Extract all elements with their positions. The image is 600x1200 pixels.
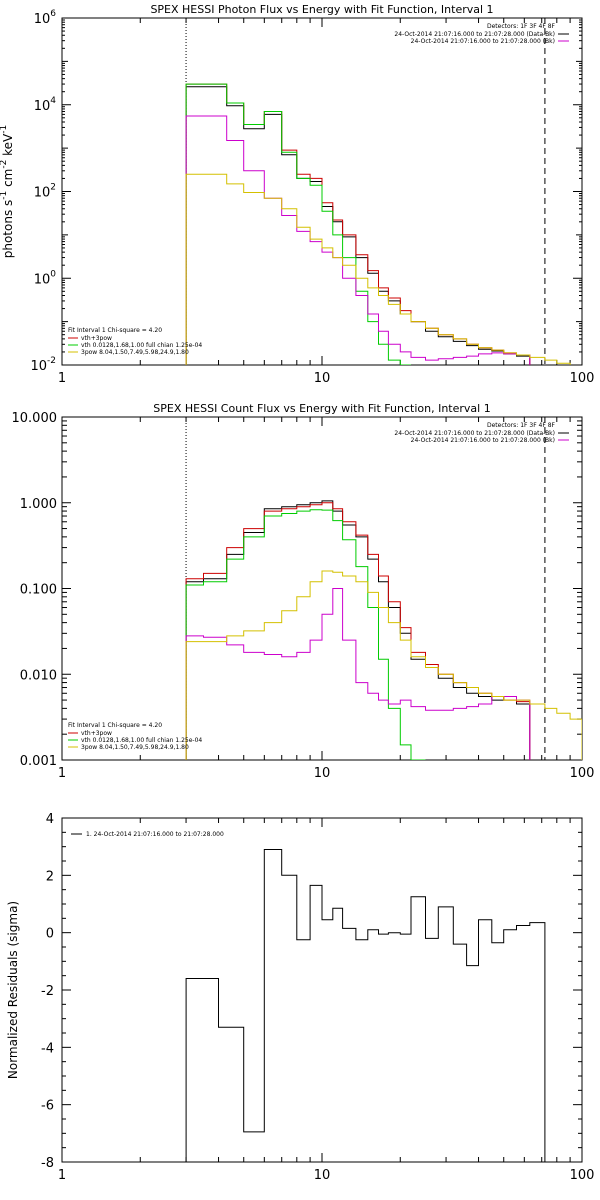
y-tick-label: -2 bbox=[41, 984, 54, 999]
x-tick-label: 10 bbox=[314, 1168, 331, 1183]
y-tick-label: 0 bbox=[46, 927, 54, 942]
series-4-line bbox=[185, 588, 531, 760]
legend-bottom-entry-label: 3pow 8.04,1.50,7.49,5.98,24.9,1.80 bbox=[81, 744, 189, 751]
legend-top-header: Detectors: 1F 3F 4F 8F bbox=[487, 23, 556, 30]
y-tick-label: 4 bbox=[46, 812, 54, 827]
y-tick-label: -6 bbox=[41, 1099, 54, 1114]
y-tick-label: 2 bbox=[46, 869, 54, 884]
y-tick-label: 0.100 bbox=[20, 583, 57, 598]
y-tick-label: 0.001 bbox=[20, 754, 57, 769]
series-2-line bbox=[185, 83, 531, 365]
series-5-line bbox=[185, 173, 571, 365]
legend-top-entry-label: 24-Oct-2014 21:07:16.000 to 21:07:28.000… bbox=[394, 430, 555, 437]
x-tick-label: 1 bbox=[58, 1168, 66, 1183]
series-2-line bbox=[185, 502, 531, 760]
y-tick-label: 10-2 bbox=[30, 356, 56, 374]
y-tick-label: 106 bbox=[34, 9, 57, 27]
chart-panel-2: SPEX HESSI Count Flux vs Energy with Fit… bbox=[12, 402, 595, 781]
y-tick-label: 0.010 bbox=[20, 668, 57, 683]
x-tick-label: 100 bbox=[570, 1168, 595, 1183]
legend-top-header: Detectors: 1F 3F 4F 8F bbox=[487, 422, 556, 429]
series-1-line bbox=[185, 86, 531, 365]
y-tick-label: 104 bbox=[34, 96, 57, 114]
series-1-line bbox=[185, 849, 546, 1162]
y-tick-label: -8 bbox=[41, 1156, 54, 1171]
x-tick-label: 100 bbox=[570, 371, 595, 386]
series-4-line bbox=[185, 115, 531, 365]
chart-title: SPEX HESSI Count Flux vs Energy with Fit… bbox=[153, 402, 490, 415]
x-tick-label: 1 bbox=[58, 371, 66, 386]
legend-top-entry-label: 24-Oct-2014 21:07:16.000 to 21:07:28.000… bbox=[411, 38, 555, 45]
y-axis-label: Normalized Residuals (sigma) bbox=[6, 901, 20, 1079]
y-tick-label: 100 bbox=[34, 269, 57, 287]
legend-bottom-header: Fit Interval 1 Chi-square = 4.20 bbox=[68, 722, 162, 729]
x-tick-label: 100 bbox=[570, 766, 595, 781]
series-3-line bbox=[185, 83, 411, 365]
plot-frame bbox=[61, 416, 583, 761]
legend-top-entry-label: 24-Oct-2014 21:07:16.000 to 21:07:28.000… bbox=[411, 437, 555, 444]
legend-bottom-header: Fit Interval 1 Chi-square = 4.20 bbox=[68, 327, 162, 334]
y-tick-label: -4 bbox=[41, 1041, 54, 1056]
chart-title: SPEX HESSI Photon Flux vs Energy with Fi… bbox=[150, 3, 493, 16]
y-axis-label: photons s-1 cm-2 keV-1 bbox=[0, 125, 15, 259]
series-3-line bbox=[185, 509, 426, 760]
chart-panel-3: 1 10 100 -8 -6 -4 -2 0 2 4 Normalized Residuals (s… bbox=[6, 812, 594, 1183]
legend-top-entry-label: 24-Oct-2014 21:07:16.000 to 21:07:28.000… bbox=[394, 31, 555, 38]
legend-bottom-entry-label: vth 0.0128,1.68,1.00 full chian 1.25e-04 bbox=[81, 342, 202, 349]
legend-entry-label: 1. 24-Oct-2014 21:07:16.000 to 21:07:28.… bbox=[86, 831, 224, 838]
x-tick-label: 10 bbox=[314, 766, 331, 781]
plot-frame bbox=[61, 817, 583, 1163]
series-5-line bbox=[185, 570, 582, 760]
series-1-line bbox=[185, 500, 531, 760]
legend-bottom-entry-label: 3pow 8.04,1.50,7.49,5.98,24.9,1.80 bbox=[81, 349, 189, 356]
legend-bottom-entry-label: vth+3pow bbox=[81, 335, 112, 342]
y-tick-label: 102 bbox=[34, 183, 56, 201]
x-tick-label: 10 bbox=[314, 371, 331, 386]
x-tick-label: 1 bbox=[58, 766, 66, 781]
chart-panel-1: SPEX HESSI Photon Flux vs Energy with Fi… bbox=[0, 3, 594, 386]
y-tick-label: 1.000 bbox=[20, 497, 57, 512]
legend-bottom-entry-label: vth 0.0128,1.68,1.00 full chian 1.25e-04 bbox=[81, 737, 202, 744]
legend-bottom-entry-label: vth+3pow bbox=[81, 730, 112, 737]
y-tick-label: 10.000 bbox=[12, 411, 58, 426]
